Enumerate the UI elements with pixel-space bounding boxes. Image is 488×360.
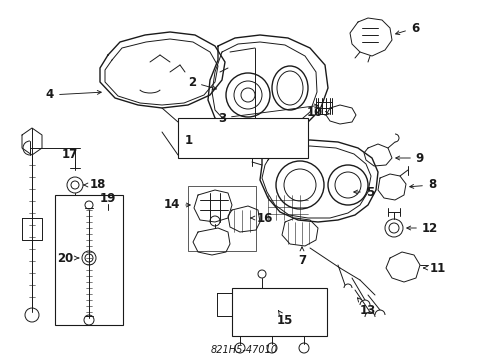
Text: 11: 11 <box>423 261 445 274</box>
Text: 10: 10 <box>306 105 328 118</box>
Text: 19: 19 <box>100 192 116 204</box>
Bar <box>178 118 307 158</box>
Text: 8: 8 <box>409 179 435 192</box>
Text: 15: 15 <box>276 311 293 327</box>
Text: 7: 7 <box>297 247 305 266</box>
Text: 1: 1 <box>184 134 193 147</box>
Text: 9: 9 <box>395 152 423 165</box>
Bar <box>55 195 123 325</box>
Text: 4: 4 <box>46 89 101 102</box>
Text: 14: 14 <box>163 198 190 211</box>
Bar <box>231 288 326 336</box>
Text: 3: 3 <box>218 104 318 125</box>
Text: 16: 16 <box>250 211 273 225</box>
Bar <box>187 186 256 251</box>
Text: 13: 13 <box>357 298 375 316</box>
Text: 12: 12 <box>406 221 437 234</box>
Text: 5: 5 <box>353 185 373 198</box>
Text: 6: 6 <box>395 22 418 35</box>
Text: 17: 17 <box>62 148 78 162</box>
Text: 2: 2 <box>187 76 216 90</box>
Text: 821H5-47010: 821H5-47010 <box>210 345 277 355</box>
Text: 18: 18 <box>84 179 106 192</box>
Text: 20: 20 <box>57 252 79 265</box>
